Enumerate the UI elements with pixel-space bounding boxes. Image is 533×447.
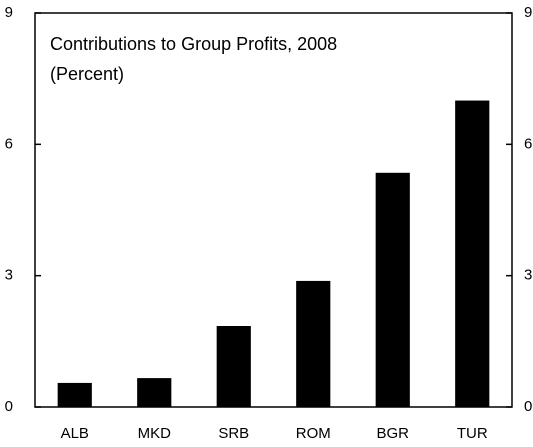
x-tick-label: BGR [376,425,409,442]
y-tick-label: 9 [5,4,13,21]
chart-title: Contributions to Group Profits, 2008 [50,34,337,54]
y2-tick-label: 0 [524,398,532,415]
y-tick-label: 0 [5,398,13,415]
x-tick-label: ALB [61,425,89,442]
y2-tick-label: 3 [524,267,532,284]
x-tick-label: SRB [218,425,249,442]
bar [137,378,172,407]
y-tick-label: 6 [5,135,13,152]
y-tick-label: 3 [5,267,13,284]
x-tick-label: MKD [138,425,172,442]
bar [455,100,490,408]
plot-frame [34,12,513,408]
x-tick-label: TUR [457,425,488,442]
bar [296,280,331,407]
bar [57,382,92,407]
bar [375,172,410,407]
y2-tick-label: 9 [524,4,532,21]
y2-tick-label: 6 [524,135,532,152]
chart-subtitle: (Percent) [50,64,124,84]
x-tick-label: ROM [296,425,331,442]
bar [216,326,251,407]
